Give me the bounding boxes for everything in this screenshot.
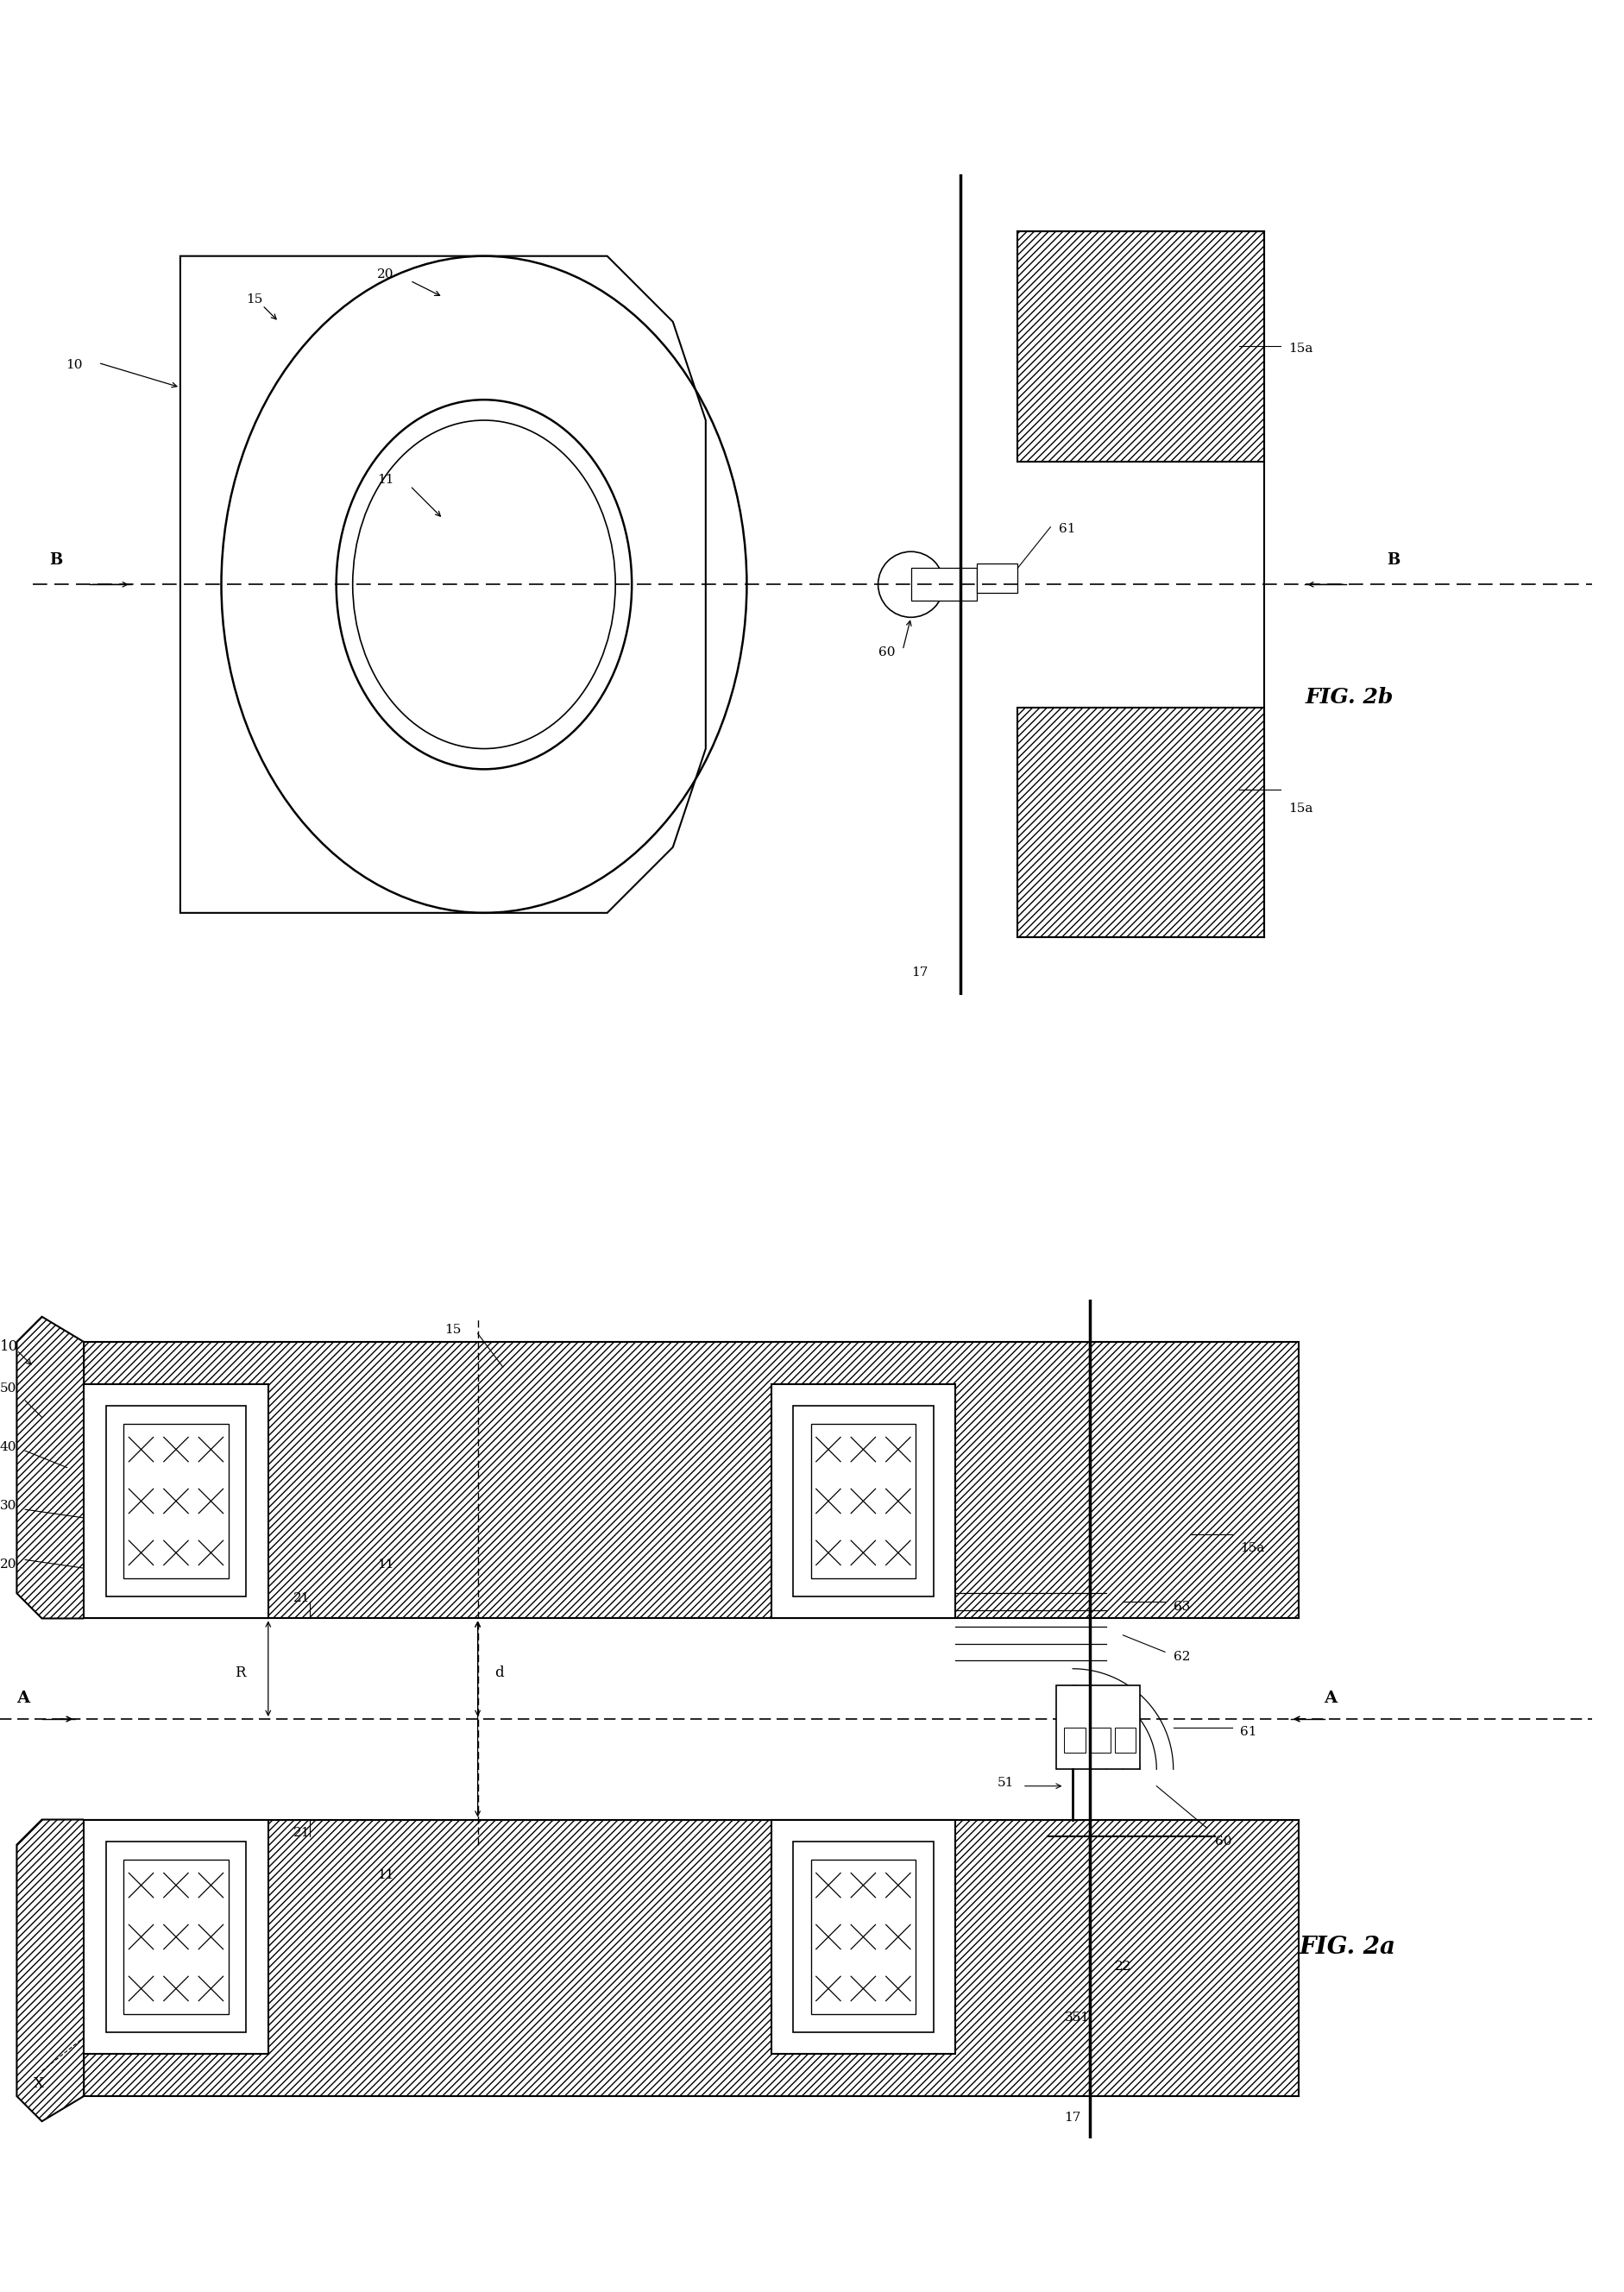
Text: 351: 351 [1064,2012,1088,2024]
Text: d: d [494,1666,503,1680]
Bar [84,1384,268,1618]
Bar [1090,1728,1109,1753]
Text: 11: 11 [377,1559,393,1570]
Text: 10: 10 [65,360,83,371]
Bar [810,1859,914,2015]
Bar [106,1405,245,1595]
Bar [1056,1685,1138,1769]
Bar [1090,1341,1298,1618]
Bar [771,1384,955,1618]
Bar [123,1859,229,2015]
Bar [1017,231,1263,461]
Bar [84,1820,1090,2097]
Text: 17: 17 [911,967,927,979]
Text: 21: 21 [294,1827,310,1838]
Polygon shape [16,1316,84,1618]
Text: 63: 63 [1173,1600,1189,1614]
Text: 15: 15 [245,293,263,305]
Bar [106,1843,245,2033]
Text: 51: 51 [997,1776,1013,1788]
Text: B: B [49,552,62,568]
Bar [1090,1618,1298,1820]
Bar [911,568,976,601]
Text: A: A [1324,1689,1337,1705]
Bar [793,1843,932,2033]
Text: A: A [16,1689,29,1705]
Text: 62: 62 [1173,1650,1189,1664]
Text: FIG. 2a: FIG. 2a [1298,1934,1395,1960]
Bar [84,1341,1090,1618]
Bar [1090,1820,1298,2097]
Bar [84,1820,268,2054]
Text: 30: 30 [0,1499,16,1513]
Text: B: B [1387,552,1400,568]
Text: 61: 61 [1059,523,1075,536]
Text: FIG. 2b: FIG. 2b [1304,688,1393,708]
Text: 15a: 15a [1288,802,1312,814]
Text: 61: 61 [1239,1726,1257,1737]
Text: 21: 21 [294,1593,310,1604]
Polygon shape [16,1820,84,2122]
Text: 11: 11 [377,1868,393,1882]
Text: 10: 10 [0,1339,18,1355]
Bar [793,1405,932,1595]
Text: 22: 22 [1114,1962,1130,1973]
Bar [1114,1728,1135,1753]
Bar [810,1423,914,1579]
Text: 17: 17 [1064,2111,1080,2125]
Text: 20: 20 [377,268,395,280]
Text: 50: 50 [0,1382,16,1396]
Text: 15a: 15a [1288,342,1312,355]
Text: 40: 40 [0,1442,16,1453]
Text: 15a: 15a [1239,1543,1263,1554]
Text: X: X [34,2077,44,2090]
Text: 60: 60 [877,646,895,658]
Circle shape [877,552,944,617]
Bar [123,1423,229,1579]
Text: 11: 11 [377,474,395,486]
Text: 60: 60 [1215,1836,1231,1847]
Text: 20: 20 [0,1559,16,1570]
Bar [1064,1728,1085,1753]
Bar [84,1618,1090,1820]
Bar [976,564,1017,594]
Bar [771,1820,955,2054]
Text: R: R [234,1666,245,1680]
Text: 15: 15 [443,1325,461,1336]
Bar [1017,708,1263,937]
